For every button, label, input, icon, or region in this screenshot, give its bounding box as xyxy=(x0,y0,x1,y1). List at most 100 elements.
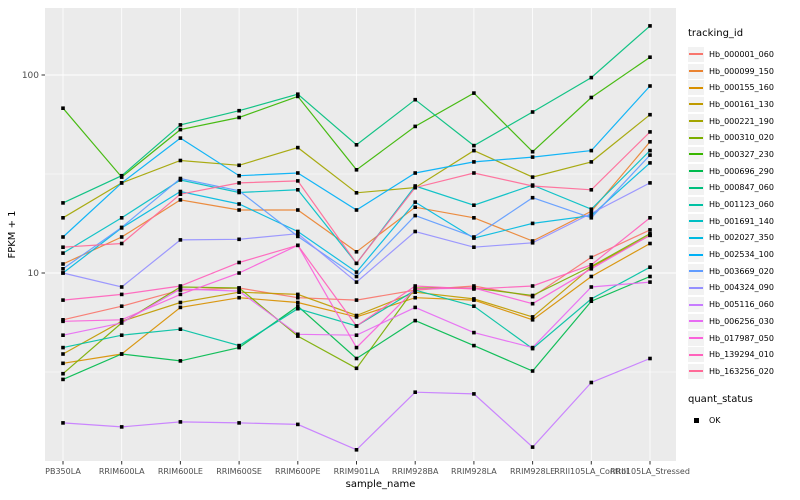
y-axis-title: FPKM + 1 xyxy=(7,210,18,258)
data-point xyxy=(119,216,124,220)
data-point xyxy=(413,229,417,234)
legend-key-swatch xyxy=(688,63,704,79)
data-point xyxy=(237,202,241,206)
legend-key-swatch xyxy=(688,46,704,62)
legend-label: Hb_163256_020 xyxy=(709,366,774,376)
data-point xyxy=(648,241,652,246)
data-point xyxy=(354,250,359,254)
data-point xyxy=(237,260,241,265)
data-point xyxy=(472,148,476,153)
data-point xyxy=(354,324,359,328)
data-point xyxy=(237,189,241,193)
legend-item-Hb_001123_060: Hb_001123_060 xyxy=(688,196,798,213)
data-point xyxy=(178,292,183,297)
data-point xyxy=(530,184,535,188)
data-point xyxy=(296,304,300,308)
legend-label: Hb_000847_060 xyxy=(709,183,774,193)
data-point xyxy=(589,297,594,301)
legend-key-swatch xyxy=(688,213,704,229)
data-point xyxy=(472,160,476,164)
data-point xyxy=(648,265,652,269)
data-point xyxy=(178,284,183,288)
x-tick-label: RRIM901LA xyxy=(334,467,380,476)
data-point xyxy=(61,421,65,425)
quant-status-legend: quant_status OK xyxy=(688,394,798,429)
data-point xyxy=(648,84,652,88)
legend-key-swatch xyxy=(688,347,704,363)
data-point xyxy=(354,345,359,350)
legend-key-swatch xyxy=(688,313,704,329)
legend-item-Hb_001691_140: Hb_001691_140 xyxy=(688,213,798,230)
data-point xyxy=(413,305,417,310)
legend-label: Hb_000099_150 xyxy=(709,66,774,76)
legend-key-swatch xyxy=(688,180,704,196)
data-point xyxy=(296,295,300,300)
data-point xyxy=(61,298,65,302)
data-point xyxy=(119,241,124,246)
data-point xyxy=(472,203,476,207)
x-tick-label: PB350LA xyxy=(45,467,81,476)
data-point xyxy=(589,255,594,260)
legend-label: Hb_000327_230 xyxy=(709,149,774,159)
legend-label: Hb_139294_010 xyxy=(709,350,774,360)
legend-label: Hb_000161_130 xyxy=(709,99,774,109)
data-point xyxy=(178,136,183,140)
axis-ticks xyxy=(41,74,651,465)
legend-item-Hb_000847_060: Hb_000847_060 xyxy=(688,180,798,197)
legend-key-swatch xyxy=(688,146,704,162)
data-point xyxy=(413,185,417,190)
legend-label: Hb_002534_100 xyxy=(709,250,774,260)
data-point xyxy=(530,445,535,449)
data-point xyxy=(178,189,183,194)
data-point xyxy=(413,295,417,300)
data-point xyxy=(61,345,65,350)
legend-item-Hb_006256_030: Hb_006256_030 xyxy=(688,313,798,330)
x-tick-label: RRIM600LA xyxy=(99,467,145,476)
data-point xyxy=(472,343,476,348)
data-point xyxy=(296,300,300,305)
data-point xyxy=(472,297,476,301)
data-point xyxy=(178,158,183,163)
plot-panel xyxy=(45,8,676,461)
data-point xyxy=(530,345,535,350)
data-point xyxy=(237,237,241,242)
data-point xyxy=(296,234,300,239)
x-axis-title: sample_name xyxy=(346,479,416,490)
data-point xyxy=(589,263,594,267)
data-point xyxy=(178,359,183,363)
data-point xyxy=(648,55,652,59)
data-point xyxy=(648,228,652,232)
legend-item-Hb_004324_090: Hb_004324_090 xyxy=(688,280,798,297)
data-point xyxy=(237,208,241,212)
data-point xyxy=(413,205,417,209)
legend-label: OK xyxy=(709,415,721,425)
legend-key-swatch xyxy=(688,96,704,112)
data-point xyxy=(413,290,417,294)
data-point xyxy=(61,352,65,356)
legend-item-Hb_017987_050: Hb_017987_050 xyxy=(688,330,798,347)
data-point xyxy=(61,106,65,110)
data-point xyxy=(354,298,359,302)
data-point xyxy=(237,115,241,120)
data-point xyxy=(648,356,652,361)
data-point xyxy=(237,343,241,348)
data-point xyxy=(413,200,417,204)
data-point xyxy=(296,188,300,192)
data-point xyxy=(472,171,476,175)
data-point xyxy=(178,198,183,202)
data-point xyxy=(296,171,300,175)
data-point xyxy=(589,274,594,279)
legend-key-swatch xyxy=(688,363,704,379)
data-point xyxy=(61,245,65,249)
data-point xyxy=(61,361,65,366)
legend-item-Hb_003669_020: Hb_003669_020 xyxy=(688,263,798,280)
data-point xyxy=(472,304,476,308)
data-point xyxy=(648,161,652,165)
data-point xyxy=(589,267,594,271)
legend-item-Hb_005116_060: Hb_005116_060 xyxy=(688,296,798,313)
data-point xyxy=(178,238,183,242)
legend-key-swatch xyxy=(688,247,704,263)
data-point xyxy=(119,333,124,337)
data-point xyxy=(61,319,65,324)
